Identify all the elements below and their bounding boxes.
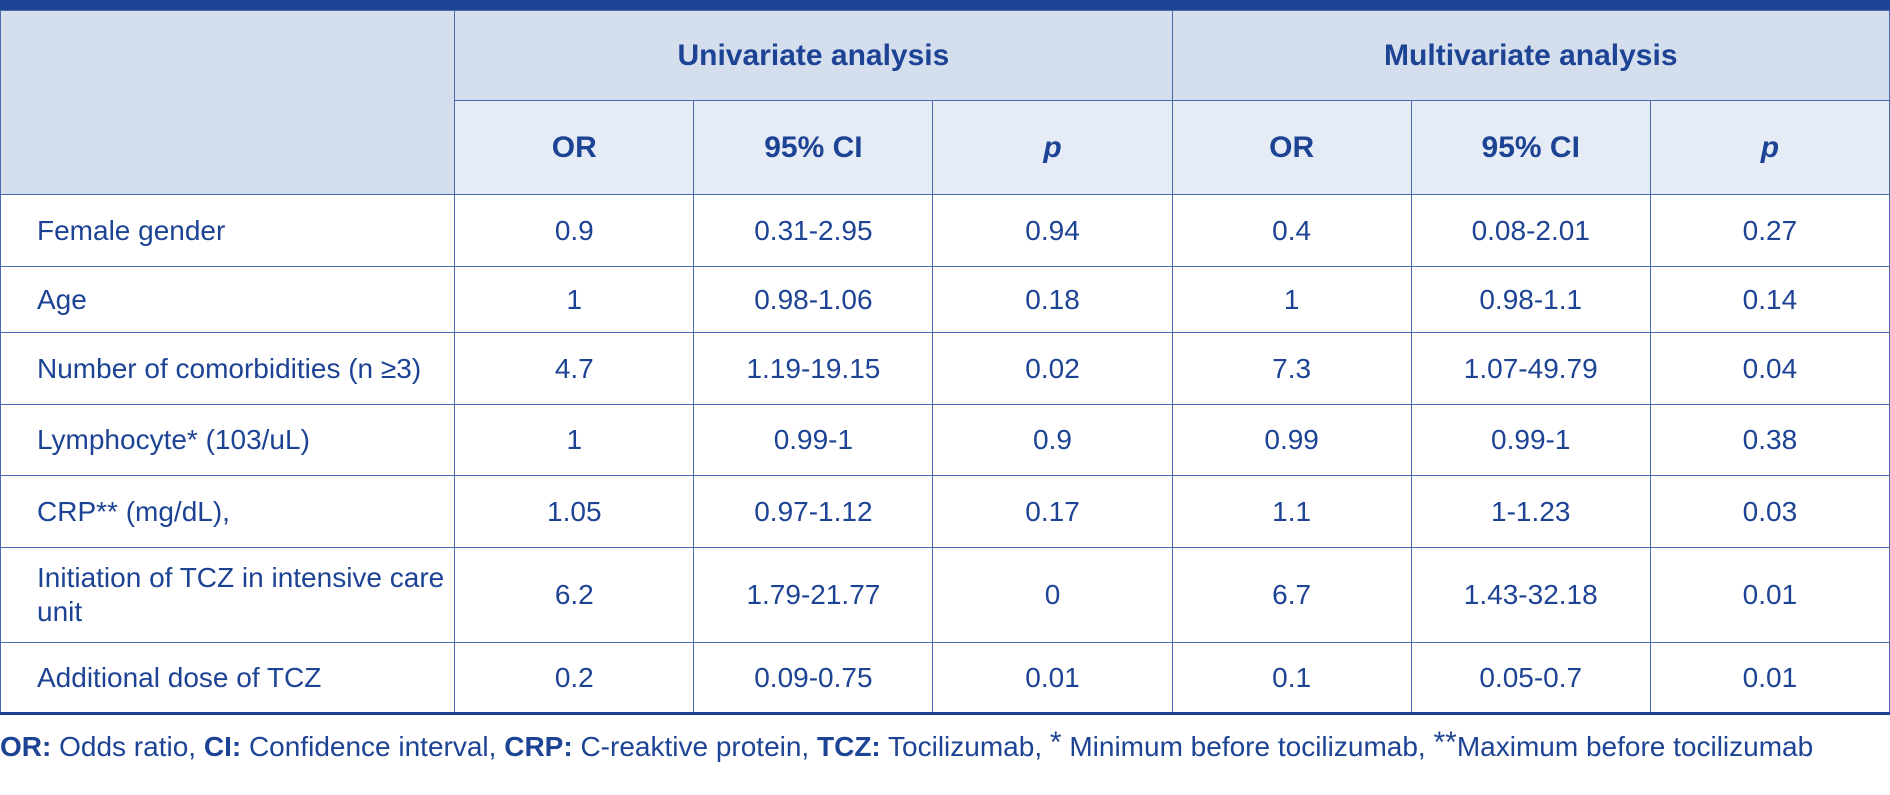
odds-ratio-table: Univariate analysis Multivariate analysi… [0,10,1890,715]
footnote-star1: * [1049,726,1062,759]
footnote-star2: ** [1433,726,1457,759]
row-label: Lymphocyte* (103/uL) [0,404,456,476]
top-rule [0,0,1890,10]
univariate-or-cell: 0.9 [454,194,695,267]
multivariate-or-cell: 6.7 [1171,547,1412,643]
table-row: Initiation of TCZ in intensive care unit… [0,547,1890,643]
row-label: CRP** (mg/dL), [0,475,456,548]
multivariate-ci-cell: 0.99-1 [1410,404,1651,476]
univariate-p-cell: 0 [932,547,1173,643]
header-multivariate-p: p [1649,100,1890,195]
footnote-crp-text: C-reaktive protein, [572,731,817,762]
univariate-p-cell: 0.18 [932,266,1173,333]
footnote-or-text: Odds ratio, [51,731,204,762]
univariate-ci-cell: 0.97-1.12 [693,475,934,548]
table-row: Number of comorbidities (n ≥3) 4.7 1.19-… [0,332,1890,405]
header-univariate: Univariate analysis [454,10,1173,101]
univariate-ci-cell: 0.09-0.75 [693,642,934,715]
multivariate-p-cell: 0.01 [1649,642,1890,715]
footnote-tcz-abbr: TCZ: [817,731,881,762]
footnote-tcz-text: Tocilizumab, [880,731,1050,762]
results-table-container: Univariate analysis Multivariate analysi… [0,0,1890,767]
header-multivariate-or: OR [1171,100,1412,195]
header-multivariate: Multivariate analysis [1171,10,1890,101]
footnote-ci-abbr: CI: [203,731,242,762]
univariate-or-cell: 1 [454,404,695,476]
multivariate-or-cell: 1 [1171,266,1412,333]
header-univariate-ci: 95% CI [693,100,934,195]
header-univariate-p: p [932,100,1173,195]
univariate-ci-cell: 0.99-1 [693,404,934,476]
row-label: Age [0,266,456,333]
multivariate-p-cell: 0.27 [1649,194,1890,267]
multivariate-or-cell: 0.99 [1171,404,1412,476]
univariate-or-cell: 1.05 [454,475,695,548]
table-row: Age 1 0.98-1.06 0.18 1 0.98-1.1 0.14 [0,266,1890,333]
multivariate-or-cell: 0.4 [1171,194,1412,267]
header-row-subcols: OR 95% CI p OR 95% CI p [1,100,1890,195]
row-label: Initiation of TCZ in intensive care unit [0,547,456,643]
multivariate-p-cell: 0.04 [1649,332,1890,405]
univariate-p-cell: 0.94 [932,194,1173,267]
multivariate-ci-cell: 1.43-32.18 [1410,547,1651,643]
univariate-p-cell: 0.9 [932,404,1173,476]
multivariate-or-cell: 1.1 [1171,475,1412,548]
footnote-crp-abbr: CRP: [504,731,573,762]
univariate-ci-cell: 0.31-2.95 [693,194,934,267]
multivariate-ci-cell: 0.05-0.7 [1410,642,1651,715]
multivariate-p-cell: 0.03 [1649,475,1890,548]
row-label: Additional dose of TCZ [0,642,456,715]
footnote-or-abbr: OR: [0,731,52,762]
table-row: Female gender 0.9 0.31-2.95 0.94 0.4 0.0… [0,194,1890,267]
multivariate-ci-cell: 1-1.23 [1410,475,1651,548]
univariate-or-cell: 1 [454,266,695,333]
univariate-ci-cell: 0.98-1.06 [693,266,934,333]
header-corner [0,10,456,195]
footnote-ci-text: Confidence interval, [241,731,505,762]
header-row-groups: Univariate analysis Multivariate analysi… [0,10,1890,195]
univariate-ci-cell: 1.79-21.77 [693,547,934,643]
univariate-or-cell: 6.2 [454,547,695,643]
table-row: CRP** (mg/dL), 1.05 0.97-1.12 0.17 1.1 1… [0,475,1890,548]
table-row: Additional dose of TCZ 0.2 0.09-0.75 0.0… [0,642,1890,715]
univariate-p-cell: 0.01 [932,642,1173,715]
multivariate-or-cell: 7.3 [1171,332,1412,405]
multivariate-ci-cell: 0.98-1.1 [1410,266,1651,333]
row-label: Number of comorbidities (n ≥3) [0,332,456,405]
univariate-p-cell: 0.02 [932,332,1173,405]
table-row: Lymphocyte* (103/uL) 1 0.99-1 0.9 0.99 0… [0,404,1890,476]
univariate-or-cell: 4.7 [454,332,695,405]
header-univariate-or: OR [454,100,695,195]
multivariate-p-cell: 0.01 [1649,547,1890,643]
table-footnote: OR: Odds ratio, CI: Confidence interval,… [0,726,1890,767]
univariate-or-cell: 0.2 [454,642,695,715]
row-label: Female gender [0,194,456,267]
multivariate-p-cell: 0.38 [1649,404,1890,476]
univariate-p-cell: 0.17 [932,475,1173,548]
multivariate-ci-cell: 0.08-2.01 [1410,194,1651,267]
multivariate-or-cell: 0.1 [1171,642,1412,715]
header-multivariate-ci: 95% CI [1410,100,1651,195]
footnote-star2-text: Maximum before tocilizumab [1456,731,1814,762]
footnote-star1-text: Minimum before tocilizumab, [1061,731,1434,762]
univariate-ci-cell: 1.19-19.15 [693,332,934,405]
multivariate-p-cell: 0.14 [1649,266,1890,333]
multivariate-ci-cell: 1.07-49.79 [1410,332,1651,405]
